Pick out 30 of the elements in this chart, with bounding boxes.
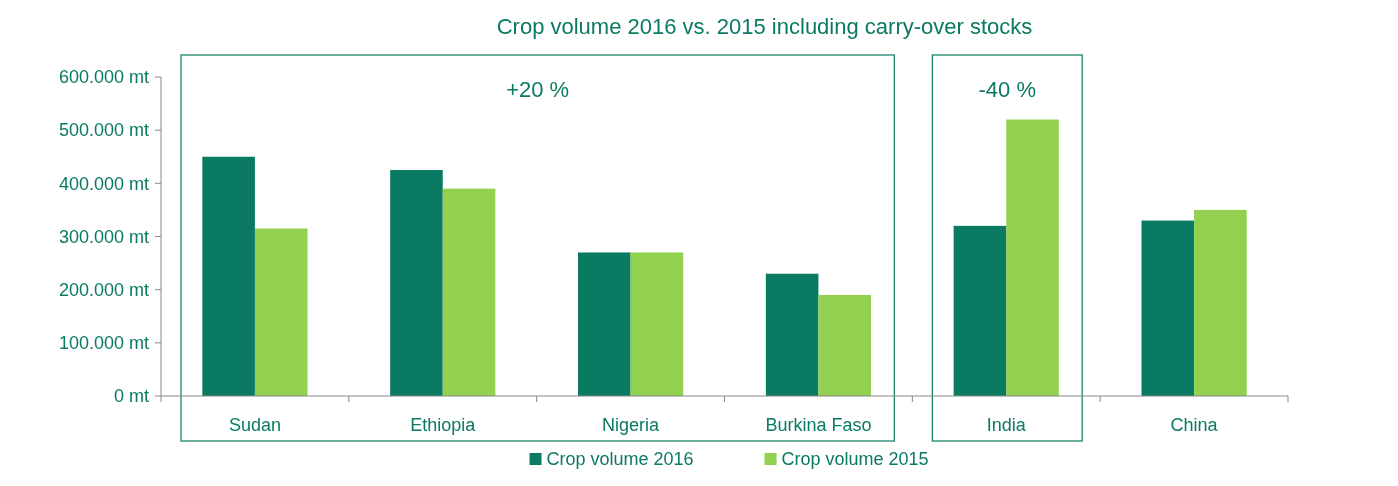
x-tick-label: Burkina Faso [765,415,872,435]
bar [254,228,308,396]
x-tick-label: China [1170,415,1219,435]
bar [390,170,443,396]
bar [765,273,819,396]
bar [202,156,255,396]
x-tick-label: India [986,415,1027,435]
bar [953,225,1007,396]
y-tick-label: 400.000 mt [58,173,149,194]
bar [1006,119,1059,396]
bar [442,188,496,396]
y-tick-label: 300.000 mt [58,226,149,247]
chart-title: Crop volume 2016 vs. 2015 including carry-over stocks [496,14,1033,39]
y-tick-label: 600.000 mt [58,67,149,88]
x-tick-label: Sudan [228,415,281,435]
bar [630,252,684,396]
band-label: +20 % [506,77,570,102]
x-tick-label: Nigeria [602,415,661,435]
bar [1194,209,1247,396]
legend-label: Crop volume 2016 [546,449,694,469]
legend-label: Crop volume 2015 [781,449,929,469]
x-tick-label: Ethiopia [410,415,477,435]
bar [818,294,872,396]
y-tick-label: 500.000 mt [58,120,149,141]
band-label: -40 % [978,77,1036,102]
y-tick-label: 0 mt [113,386,149,407]
y-tick-label: 200.000 mt [58,279,149,300]
bar [1141,220,1195,396]
y-tick-label: 100.000 mt [58,333,149,354]
bar [577,252,631,396]
